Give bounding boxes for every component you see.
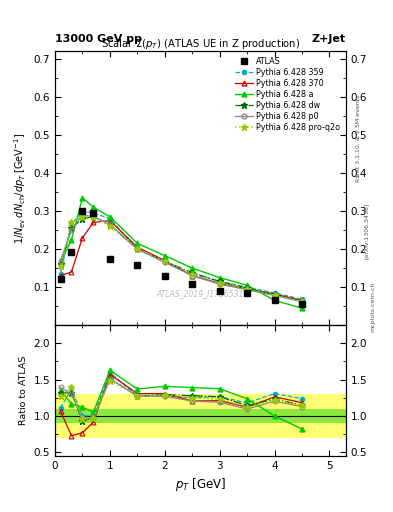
Y-axis label: $1/N_{\rm ev}\,dN_{\rm ch}/dp_T\;[\rm GeV^{-1}]$: $1/N_{\rm ev}\,dN_{\rm ch}/dp_T\;[\rm Ge…: [12, 133, 28, 244]
Text: mcplots.cern.ch: mcplots.cern.ch: [370, 282, 375, 332]
Title: Scalar $\Sigma(p_T)$ (ATLAS UE in Z production): Scalar $\Sigma(p_T)$ (ATLAS UE in Z prod…: [101, 37, 300, 51]
Y-axis label: Ratio to ATLAS: Ratio to ATLAS: [19, 356, 28, 425]
Text: Z+Jet: Z+Jet: [312, 33, 346, 44]
Text: 13000 GeV pp: 13000 GeV pp: [55, 33, 142, 44]
Text: ATLAS_2019_I1736531: ATLAS_2019_I1736531: [157, 289, 244, 298]
Text: Rivet 3.1.10, ≥ 2.5M events: Rivet 3.1.10, ≥ 2.5M events: [356, 95, 361, 182]
Text: [arXiv:1306.3436]: [arXiv:1306.3436]: [364, 202, 369, 259]
X-axis label: $p_T$ [GeV]: $p_T$ [GeV]: [175, 476, 226, 493]
Legend: ATLAS, Pythia 6.428 359, Pythia 6.428 370, Pythia 6.428 a, Pythia 6.428 dw, Pyth: ATLAS, Pythia 6.428 359, Pythia 6.428 37…: [232, 54, 343, 135]
